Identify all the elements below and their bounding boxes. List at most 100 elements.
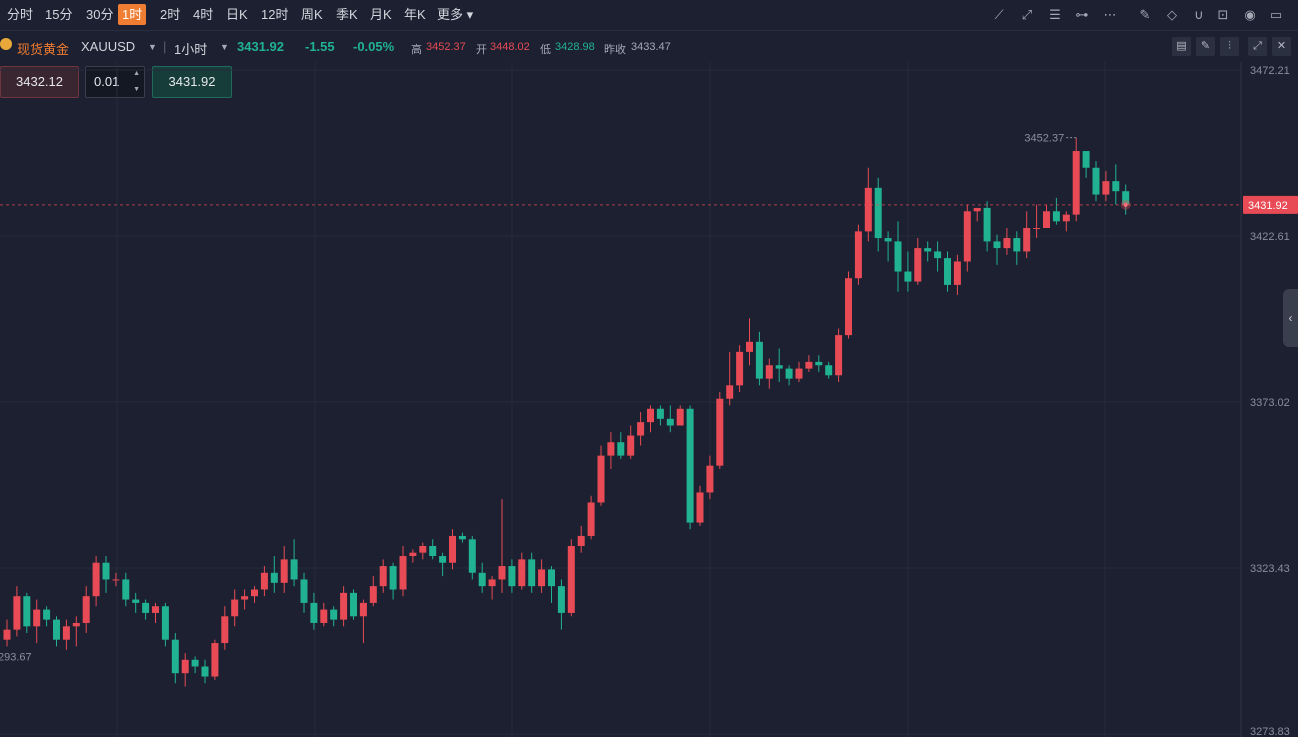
candle-body	[805, 361, 813, 369]
tf-minute[interactable]: 分时	[7, 7, 34, 22]
high-label: 高	[411, 44, 422, 56]
candle-body	[528, 559, 536, 587]
lot-up-icon[interactable]: ▲	[133, 70, 140, 77]
candlestick-chart[interactable]: 3472.21 3422.61 3373.02 3323.43 3273.83 3452.…	[0, 62, 1298, 737]
candle-body	[983, 207, 991, 242]
symbol-code[interactable]: XAUUSD	[81, 39, 136, 54]
candle-body	[686, 408, 694, 523]
trend-line-icon[interactable]: ⟋	[994, 7, 1004, 22]
candle-body	[825, 365, 833, 376]
candle-body	[716, 398, 724, 466]
y-tick-label: 3323.43	[1250, 563, 1290, 575]
candle-body	[409, 552, 417, 557]
candle-body	[1052, 211, 1060, 222]
candle-body	[231, 599, 239, 617]
sell-button[interactable]: 3432.12	[0, 66, 79, 98]
tf-week[interactable]: 周K	[301, 7, 323, 22]
candle-body	[627, 435, 635, 456]
tf-day[interactable]: 日K	[226, 7, 248, 22]
symbol-name[interactable]: 现货黄金	[17, 42, 70, 57]
candle-body	[429, 545, 437, 557]
lot-size-input[interactable]: 0.01 ▲ ▼	[85, 66, 145, 98]
candle-body	[765, 365, 773, 379]
candle-body	[211, 643, 219, 677]
candle-body	[518, 559, 526, 587]
candle-body	[557, 586, 565, 613]
candle-body	[706, 465, 714, 493]
tf-12h[interactable]: 12时	[261, 7, 289, 22]
chart-type-icon[interactable]: ▤	[1172, 37, 1191, 56]
candle-body	[726, 385, 734, 399]
candle-body	[260, 572, 268, 590]
note-icon[interactable]: ✎	[1139, 7, 1151, 22]
candle-body	[755, 341, 763, 379]
fullscreen-icon[interactable]: ⤢	[1248, 37, 1267, 56]
candle-body	[567, 545, 575, 613]
y-tick-label: 3472.21	[1250, 65, 1290, 77]
candle-body	[33, 609, 41, 627]
candle-body	[181, 659, 189, 674]
ray-icon[interactable]: ⤢	[1021, 7, 1033, 22]
candle-body	[736, 351, 744, 386]
candle-body	[1043, 211, 1050, 229]
candle-body	[973, 207, 981, 212]
indicator-icon[interactable]: ⫶	[1220, 37, 1239, 56]
draw-icon[interactable]: ✎	[1196, 37, 1215, 56]
tf-1h[interactable]: 1时	[118, 4, 147, 25]
candle-body	[864, 187, 872, 232]
eraser-icon[interactable]: ◇	[1167, 7, 1177, 22]
candle-body	[468, 539, 476, 573]
y-tick-label: 3273.83	[1250, 726, 1290, 737]
interval-dropdown-icon[interactable]: ▼	[220, 42, 229, 52]
candle-body	[944, 258, 951, 285]
tf-2h[interactable]: 2时	[160, 7, 181, 22]
candle-body	[439, 556, 447, 563]
lot-size-value: 0.01	[94, 74, 120, 89]
symbol-dropdown-icon[interactable]: ▼	[148, 42, 157, 52]
candle-body	[3, 629, 11, 640]
close-icon[interactable]: ✕	[1272, 37, 1291, 56]
magnet-icon[interactable]: ∪	[1194, 7, 1204, 22]
candle-body	[637, 422, 645, 436]
current-price-tag	[1243, 195, 1298, 214]
candle-body	[290, 559, 298, 580]
more-tools-icon[interactable]: ⋯	[1103, 7, 1117, 22]
eye-icon[interactable]: ◉	[1244, 7, 1256, 22]
low-label: 低	[540, 44, 551, 56]
current-price-dot	[1123, 202, 1128, 207]
tf-30m[interactable]: 30分	[86, 7, 114, 22]
candle-body	[1092, 167, 1100, 195]
tf-4h[interactable]: 4时	[193, 7, 214, 22]
candle-body	[854, 231, 862, 279]
side-panel-toggle[interactable]: ‹	[1283, 289, 1298, 347]
low-value: 3428.98	[555, 41, 595, 53]
fib-icon[interactable]: ☰	[1049, 7, 1061, 22]
tf-year[interactable]: 年K	[404, 7, 426, 22]
candle-body	[845, 278, 852, 336]
buy-price: 3431.92	[168, 74, 216, 89]
candle-body	[647, 408, 654, 423]
candle-body	[152, 606, 159, 613]
candle-body	[1082, 151, 1090, 168]
tf-more[interactable]: 更多 ▾	[437, 7, 474, 22]
candle-body	[874, 187, 882, 239]
open-label: 开	[476, 44, 487, 56]
candle-body	[696, 492, 704, 523]
candle-body	[379, 566, 387, 587]
lot-down-icon[interactable]: ▼	[133, 86, 140, 93]
lock-icon[interactable]: ⊡	[1217, 7, 1229, 22]
prev-close-label: 昨收	[604, 44, 626, 56]
candle-body	[201, 666, 209, 677]
candle-body	[300, 579, 308, 603]
tf-15m[interactable]: 15分	[45, 7, 73, 22]
candle-body	[43, 609, 51, 620]
trash-icon[interactable]: ▭	[1269, 7, 1283, 22]
buy-button[interactable]: 3431.92	[152, 66, 232, 98]
tf-quarter[interactable]: 季K	[336, 7, 358, 22]
price-change-pct: -0.05%	[353, 39, 395, 54]
tf-month[interactable]: 月K	[370, 7, 392, 22]
open-value: 3448.02	[490, 41, 530, 53]
candle-body	[320, 609, 328, 623]
interval-selector[interactable]: 1小时	[174, 42, 208, 57]
horizontal-line-icon[interactable]: ⊶	[1075, 7, 1089, 22]
